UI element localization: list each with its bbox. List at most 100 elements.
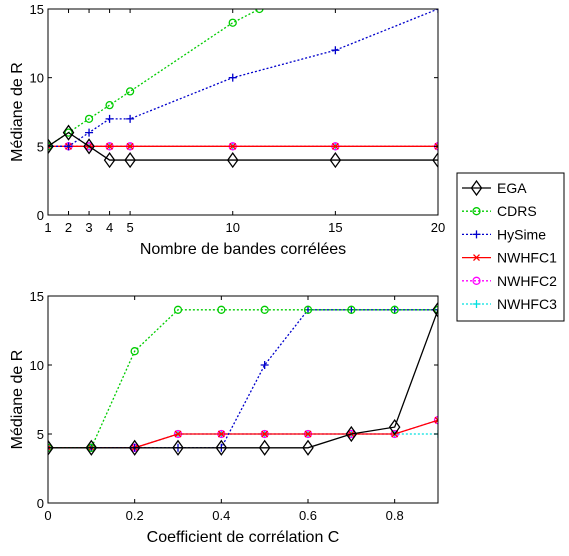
series-line-cdrs bbox=[48, 309, 438, 449]
series-nwhfc3 bbox=[48, 430, 438, 452]
data-point-nwhfc1 bbox=[434, 142, 438, 150]
data-point-ega bbox=[172, 439, 184, 456]
legend-entry-ega: EGA bbox=[462, 179, 527, 197]
legend-entry-nwhfc3: NWHFC3 bbox=[462, 296, 557, 312]
data-point-ega bbox=[302, 439, 314, 456]
plot-area bbox=[48, 9, 438, 169]
plot-area bbox=[48, 301, 438, 456]
data-point-cdrs bbox=[228, 18, 237, 27]
data-point-hysime bbox=[64, 142, 73, 151]
data-point-ega bbox=[345, 425, 358, 443]
data-point-ega bbox=[103, 151, 116, 169]
data-point-cdrs bbox=[173, 305, 183, 314]
x-tick-label: 20 bbox=[431, 220, 445, 235]
x-tick-label: 1 bbox=[44, 220, 51, 235]
data-point-hysime bbox=[85, 128, 94, 137]
x-tick-label: 5 bbox=[126, 220, 133, 235]
y-tick-label: 5 bbox=[37, 139, 44, 154]
y-tick-label: 0 bbox=[37, 496, 44, 511]
y-tick-label: 10 bbox=[30, 71, 44, 86]
data-point-ega bbox=[124, 151, 136, 169]
data-point-ega bbox=[215, 439, 228, 456]
x-tick-label: 0.8 bbox=[386, 508, 404, 523]
legend-label: EGA bbox=[497, 180, 527, 196]
legend-marker bbox=[472, 207, 481, 216]
x-tick-label: 4 bbox=[106, 220, 113, 235]
x-axis-label: Coefficient de corrélation C bbox=[147, 529, 340, 546]
x-tick-label: 0 bbox=[44, 508, 51, 523]
data-point-cdrs bbox=[347, 305, 356, 314]
x-tick-label: 3 bbox=[85, 220, 92, 235]
x-tick-label: 10 bbox=[226, 220, 240, 235]
y-axis-label: Médiane de R bbox=[9, 350, 26, 450]
axes-frame bbox=[47, 295, 439, 504]
y-tick-label: 0 bbox=[37, 208, 44, 223]
data-point-hysime bbox=[260, 361, 269, 369]
series-hysime bbox=[48, 9, 438, 151]
data-point-nwhfc1 bbox=[434, 416, 438, 424]
series-cdrs bbox=[48, 305, 438, 452]
data-point-ega bbox=[85, 439, 98, 456]
series-line-cdrs bbox=[48, 9, 260, 147]
data-point-cdrs bbox=[303, 305, 313, 314]
data-point-ega bbox=[432, 151, 438, 169]
legend-label: NWHFC3 bbox=[497, 296, 557, 312]
data-point-cdrs bbox=[217, 305, 226, 314]
data-point-nwhfc2 bbox=[433, 416, 438, 425]
series-line-ega bbox=[48, 309, 438, 449]
y-axis-label: Médiane de R bbox=[9, 62, 26, 162]
data-point-cdrs bbox=[260, 305, 269, 314]
legend-marker bbox=[470, 179, 483, 197]
axes-frame bbox=[47, 8, 439, 216]
data-point-cdrs bbox=[390, 305, 399, 314]
legend-label: CDRS bbox=[497, 203, 537, 219]
legend-marker bbox=[472, 230, 481, 239]
data-point-cdrs bbox=[125, 87, 135, 96]
data-point-nwhfc1 bbox=[48, 444, 52, 452]
data-point-cdrs bbox=[255, 9, 264, 14]
series-line-hysime bbox=[48, 309, 438, 449]
y-tick-label: 15 bbox=[30, 289, 44, 304]
series-nwhfc1 bbox=[48, 142, 438, 150]
data-point-nwhfc1 bbox=[174, 430, 182, 438]
legend-label: NWHFC2 bbox=[497, 273, 557, 289]
x-axis-label: Nombre de bandes corrélées bbox=[140, 241, 346, 258]
legend-box bbox=[456, 172, 565, 322]
data-point-nwhfc1 bbox=[217, 430, 225, 438]
legend: EGA CDRS HySime NWHFC1 NWHFC2 NWHFC3 bbox=[456, 172, 565, 322]
x-tick-label: 0.2 bbox=[126, 508, 144, 523]
x-tick-label: 15 bbox=[328, 220, 342, 235]
data-point-ega bbox=[258, 439, 271, 456]
data-point-cdrs bbox=[84, 114, 94, 124]
data-point-hysime bbox=[434, 305, 438, 314]
legend-marker bbox=[473, 254, 480, 262]
data-point-nwhfc1 bbox=[331, 142, 339, 150]
data-point-nwhfc1 bbox=[229, 142, 237, 150]
data-point-hysime bbox=[228, 73, 237, 82]
series-nwhfc1 bbox=[48, 416, 438, 452]
data-point-cdrs bbox=[130, 347, 139, 356]
x-tick-label: 2 bbox=[65, 220, 72, 235]
data-point-ega bbox=[48, 138, 54, 155]
data-point-hysime bbox=[126, 114, 135, 123]
data-point-nwhfc1 bbox=[304, 430, 312, 438]
legend-entry-cdrs: CDRS bbox=[462, 203, 537, 219]
x-tick-label: 0.4 bbox=[212, 508, 230, 523]
data-point-ega bbox=[432, 301, 438, 318]
y-tick-label: 15 bbox=[30, 2, 44, 17]
series-line-hysime bbox=[48, 9, 438, 147]
series-ega bbox=[48, 301, 438, 456]
data-point-cdrs bbox=[64, 128, 73, 137]
legend-entry-hysime: HySime bbox=[462, 226, 546, 242]
data-point-ega bbox=[128, 439, 141, 456]
series-hysime bbox=[48, 305, 438, 452]
bottom-chart: 0 0.2 0.4 0.6 0.8 0 5 10 15 Coefficient de corrél… bbox=[9, 289, 439, 546]
data-point-ega bbox=[62, 124, 75, 141]
data-point-cdrs bbox=[105, 100, 114, 110]
data-point-ega bbox=[388, 418, 401, 436]
data-point-cdrs bbox=[433, 305, 438, 314]
data-point-ega bbox=[83, 138, 95, 155]
legend-entry-nwhfc2: NWHFC2 bbox=[462, 273, 557, 289]
data-point-nwhfc1 bbox=[261, 430, 269, 438]
